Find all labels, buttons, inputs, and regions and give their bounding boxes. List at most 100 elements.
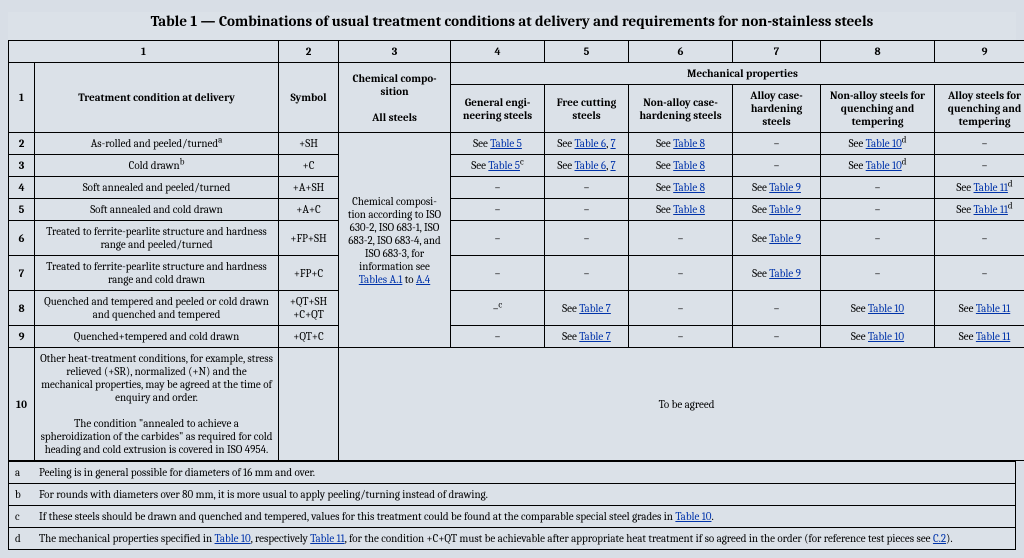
colnum-8: 8 <box>821 41 935 63</box>
treatment-cell: Quenched+tempered and cold drawn <box>35 326 279 348</box>
table-link[interactable]: 7 <box>610 137 615 150</box>
row-index: 5 <box>9 199 35 221</box>
symbol-cell: +QT+C <box>279 326 339 348</box>
symbol-cell: +C <box>279 155 339 177</box>
table-link[interactable]: Table 10 <box>866 159 902 172</box>
colnum-4: 4 <box>451 41 545 63</box>
table-link[interactable]: Table 5 <box>488 159 520 172</box>
mech-col-3: Non-alloy case-hardening steels <box>629 85 733 133</box>
table-1: 1 2 3 4 5 6 7 8 9 1 Treatment condition … <box>8 40 1024 461</box>
footnote-text: The mechanical properties specified in T… <box>39 532 1009 545</box>
cell: See Table 10d <box>821 133 935 155</box>
row-index: 4 <box>9 177 35 199</box>
mech-col-2: Free cutting steels <box>545 85 629 133</box>
cell: See Table 6, 7 <box>545 133 629 155</box>
cell: – <box>935 133 1024 155</box>
table-link[interactable]: Table 11 <box>974 203 1008 216</box>
table-link[interactable]: Table 10 <box>868 330 904 343</box>
colnum-6: 6 <box>629 41 733 63</box>
mech-col-4: Alloy case-hardening steels <box>733 85 821 133</box>
cell: – <box>545 177 629 199</box>
cell: See Table 9 <box>733 177 821 199</box>
table-link[interactable]: Table 7 <box>579 330 611 343</box>
footnote-tag: d <box>15 532 29 545</box>
table-link[interactable]: Table 9 <box>769 232 801 245</box>
cell: – <box>821 256 935 291</box>
cell: – <box>733 155 821 177</box>
table-head: 1 2 3 4 5 6 7 8 9 1 Treatment condition … <box>9 41 1024 133</box>
table-link[interactable]: 7 <box>610 159 615 172</box>
table-link[interactable]: Table 8 <box>673 203 705 216</box>
table-link[interactable]: Table 7 <box>579 302 611 315</box>
table-row: 2As-rolled and peeled/turneda+SHChemical… <box>9 133 1024 155</box>
cell: See Table 7 <box>545 326 629 348</box>
footnote: b For rounds with diameters over 80 mm, i… <box>9 483 1015 505</box>
table-link[interactable]: Table 11 <box>976 330 1010 343</box>
cell: – <box>733 326 821 348</box>
row-index: 9 <box>9 326 35 348</box>
footnote-tag: c <box>15 510 29 523</box>
treatment-cell: Quenched and tempered and peeled or cold… <box>35 291 279 326</box>
footnote-link[interactable]: C.2 <box>933 532 946 545</box>
table-link[interactable]: Table 6 <box>575 137 607 150</box>
symbol-cell: +FP+SH <box>279 221 339 256</box>
tables-a1-link[interactable]: Tables A.1 <box>359 273 403 286</box>
cell: – <box>733 133 821 155</box>
table-link[interactable]: Table 10 <box>866 137 902 150</box>
mech-col-5: Non-alloy steels for quenching and tempe… <box>821 85 935 133</box>
mech-col-1: General engi-neering steels <box>451 85 545 133</box>
cell: See Table 5c <box>451 155 545 177</box>
table-title: Table 1 — Combinations of usual treatmen… <box>8 12 1016 30</box>
table-link[interactable]: Table 10 <box>868 302 904 315</box>
cell: – <box>733 291 821 326</box>
treatment-cell: Soft annealed and cold drawn <box>35 199 279 221</box>
cell: – <box>451 177 545 199</box>
cell: – <box>545 199 629 221</box>
footnote-tag: b <box>15 488 29 501</box>
footnote-text: If these steels should be drawn and quen… <box>39 510 1009 523</box>
cell: – <box>629 291 733 326</box>
cell: – <box>629 256 733 291</box>
a4-link[interactable]: A.4 <box>416 273 430 286</box>
header-colnums-row: 1 2 3 4 5 6 7 8 9 <box>9 41 1024 63</box>
table-row: 4Soft annealed and peeled/turned+A+SH––S… <box>9 177 1024 199</box>
cell: – <box>821 199 935 221</box>
table-link[interactable]: Table 9 <box>769 181 801 194</box>
cell: – <box>545 256 629 291</box>
cell: See Table 8 <box>629 177 733 199</box>
cell: See Table 10 <box>821 326 935 348</box>
chem-header: Chemical compo-sition All steels <box>339 63 451 133</box>
footnote: aPeeling is in general possible for diam… <box>9 461 1015 483</box>
treatment-cell: Cold drawnb <box>35 155 279 177</box>
symbol-cell: +A+SH <box>279 177 339 199</box>
table-link[interactable]: Table 11 <box>976 302 1010 315</box>
table-link[interactable]: Table 6 <box>575 159 607 172</box>
table-link[interactable]: Table 5 <box>490 137 522 150</box>
cell: See Table 9 <box>733 199 821 221</box>
treatment-cell: Soft annealed and peeled/turned <box>35 177 279 199</box>
footnote-text: For rounds with diameters over 80 mm, it… <box>39 488 1009 501</box>
footnote-link[interactable]: Table 10 <box>675 510 711 523</box>
table-1-page: Table 1 — Combinations of usual treatmen… <box>8 12 1016 550</box>
cell: –c <box>451 291 545 326</box>
table-link[interactable]: Table 11 <box>974 181 1008 194</box>
table-link[interactable]: Table 8 <box>673 181 705 194</box>
table-row-10: 10Other heat-treatment conditions, for e… <box>9 348 1024 461</box>
cell: See Table 5 <box>451 133 545 155</box>
row-index: 7 <box>9 256 35 291</box>
table-row: 8Quenched and tempered and peeled or col… <box>9 291 1024 326</box>
cell: – <box>821 221 935 256</box>
footnote-link[interactable]: Table 10 <box>215 532 251 545</box>
cell: – <box>629 221 733 256</box>
footnote-link[interactable]: Table 11 <box>310 532 344 545</box>
cell: See Table 10 <box>821 291 935 326</box>
row-index: 8 <box>9 291 35 326</box>
cell: See Table 11 <box>935 291 1024 326</box>
table-link[interactable]: Table 9 <box>769 203 801 216</box>
cell: – <box>451 199 545 221</box>
table-link[interactable]: Table 9 <box>769 267 801 280</box>
table-link[interactable]: Table 8 <box>673 159 705 172</box>
cell: – <box>545 221 629 256</box>
table-link[interactable]: Table 8 <box>673 137 705 150</box>
chem-body-cell: Chemical composi-tion according to ISO 6… <box>339 133 451 348</box>
